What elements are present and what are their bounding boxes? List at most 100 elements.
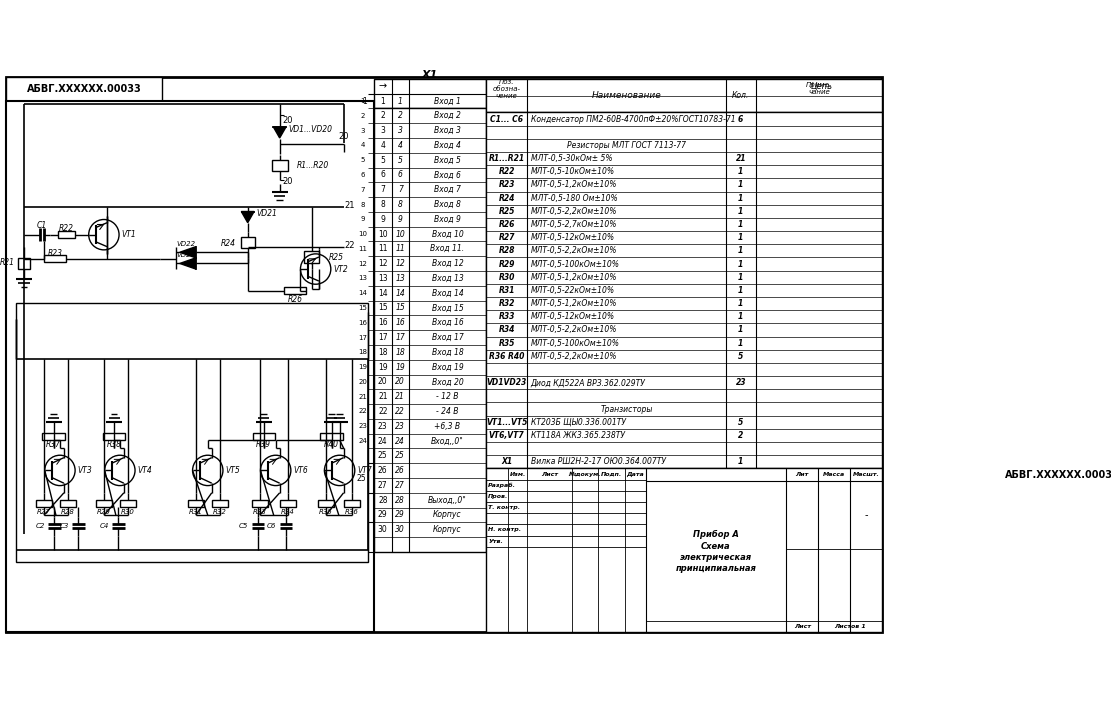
Text: 9: 9 [398,215,403,224]
Text: 1: 1 [738,233,743,242]
Text: Подп.: Подп. [601,472,622,476]
Text: 14: 14 [396,289,406,298]
Text: 26: 26 [378,466,388,475]
Text: 22: 22 [344,241,354,250]
Text: R26: R26 [499,220,514,229]
Text: 7: 7 [398,185,403,194]
Text: C1... C6: C1... C6 [490,115,523,123]
Text: 1: 1 [380,96,386,105]
Text: 1: 1 [738,338,743,348]
Text: 23: 23 [378,422,388,430]
Text: Вход 20: Вход 20 [431,377,463,387]
Text: 2: 2 [361,113,366,119]
Bar [374,79,486,108]
Text: 15: 15 [396,304,406,312]
Text: МЛТ-0,5-10кОм±10%: МЛТ-0,5-10кОм±10% [531,167,614,176]
Text: 3: 3 [361,127,366,134]
Text: 3: 3 [398,126,403,135]
Text: 1: 1 [362,96,367,105]
Text: 24: 24 [359,438,367,444]
Bar [318,500,334,507]
Text: 27: 27 [396,481,406,490]
Text: 4: 4 [380,141,386,150]
Text: 15: 15 [359,305,368,311]
Text: 8: 8 [361,202,366,207]
Text: - 12 В: - 12 В [437,392,459,401]
Text: R38: R38 [107,440,122,449]
Text: Диод КД522А ВРЗ.362.029ТУ: Диод КД522А ВРЗ.362.029ТУ [531,378,645,387]
Text: 13: 13 [358,275,368,282]
Text: 23: 23 [359,423,368,429]
Text: R22: R22 [499,167,514,176]
Text: 13: 13 [378,274,388,283]
Text: 1: 1 [398,96,403,105]
Text: Вход 2: Вход 2 [434,111,461,120]
Text: 14: 14 [359,290,368,296]
Text: 1: 1 [738,312,743,321]
Text: 1: 1 [738,299,743,308]
Text: 17: 17 [378,333,388,342]
Text: R21: R21 [0,258,14,267]
Text: 22: 22 [359,409,367,414]
Text: R36 R40: R36 R40 [489,352,524,361]
Text: 1: 1 [738,193,743,202]
Text: 19: 19 [396,362,406,372]
Text: Вход 13: Вход 13 [431,274,463,283]
Text: R28: R28 [61,509,74,515]
Text: КТ118А ЖК3.365.238ТУ: КТ118А ЖК3.365.238ТУ [531,431,624,440]
Bar [240,237,254,249]
Text: Вход 14: Вход 14 [431,289,463,298]
Text: 29: 29 [396,510,406,520]
Polygon shape [273,127,286,138]
Text: R30: R30 [499,273,514,282]
Text: VT6: VT6 [293,466,308,475]
Text: R30: R30 [121,509,134,515]
Bar [252,500,268,507]
Text: 28: 28 [378,496,388,505]
Text: R1...R21: R1...R21 [489,154,524,163]
Text: R24: R24 [221,239,236,248]
Bar [283,287,306,294]
Text: R23: R23 [499,181,514,190]
Text: 5: 5 [380,156,386,165]
Text: 11: 11 [358,246,368,252]
Text: VT2: VT2 [333,265,348,273]
Text: R33: R33 [253,509,267,515]
Text: R40: R40 [324,440,339,449]
Text: Вилка РШ2Н-2-17 ОЮ0.364.007ТУ: Вилка РШ2Н-2-17 ОЮ0.364.007ТУ [531,457,665,467]
Text: Вход 12: Вход 12 [431,259,463,268]
Text: Вход 15: Вход 15 [431,304,463,312]
Text: 4: 4 [361,142,366,149]
Text: 11: 11 [396,244,406,253]
Text: 2: 2 [398,111,403,120]
Text: МЛТ-0,5-1,2кОм±10%: МЛТ-0,5-1,2кОм±10% [531,181,617,190]
Text: МЛТ-0,5-1,2кОм±10%: МЛТ-0,5-1,2кОм±10% [531,273,617,282]
Text: №докум.: №докум. [569,472,601,476]
Text: VD23: VD23 [177,253,196,258]
Text: МЛТ-0,5-2,2кОм±10%: МЛТ-0,5-2,2кОм±10% [531,352,617,361]
Text: 8: 8 [380,200,386,209]
Text: 5: 5 [738,418,743,427]
Text: 20: 20 [339,132,349,141]
Bar [36,500,52,507]
Text: 1: 1 [738,457,743,467]
Text: Т. контр.: Т. контр. [488,505,520,510]
Text: VT1...VT5: VT1...VT5 [486,418,528,427]
Text: Пров.: Пров. [488,494,509,499]
Text: C6: C6 [267,523,277,530]
Text: КТ203Б ЩЫ0.336.001ТУ: КТ203Б ЩЫ0.336.001ТУ [531,418,625,427]
Text: Лист: Лист [793,624,811,629]
Text: VD1VD23: VD1VD23 [487,378,527,387]
Text: Наименование: Наименование [591,91,661,100]
Text: 20: 20 [282,178,293,186]
Text: 6: 6 [380,171,386,179]
Text: VT3: VT3 [78,466,92,475]
Text: R34: R34 [281,509,294,515]
Text: X1: X1 [501,457,512,467]
Text: R22: R22 [59,224,73,233]
Bar [60,500,76,507]
Text: Лист: Лист [541,472,558,476]
Text: VT7: VT7 [358,466,372,475]
Text: 5: 5 [738,352,743,361]
Text: Вход 17: Вход 17 [431,333,463,342]
